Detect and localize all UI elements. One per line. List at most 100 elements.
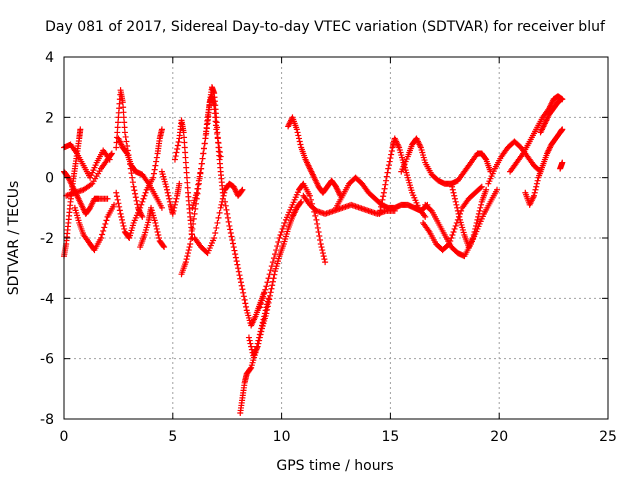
data-point	[478, 201, 485, 208]
data-point	[427, 206, 434, 213]
data-point	[236, 272, 243, 279]
data-point	[232, 251, 239, 258]
data-series	[158, 168, 183, 217]
data-point	[196, 173, 203, 180]
data-point	[233, 258, 240, 265]
data-point	[102, 220, 109, 227]
data-point	[319, 247, 326, 254]
data-point	[225, 218, 232, 225]
data-series	[300, 192, 398, 217]
data-point	[237, 279, 244, 286]
data-point	[386, 158, 393, 165]
data-point	[226, 222, 233, 229]
data-point	[190, 220, 197, 227]
data-point	[181, 134, 188, 141]
y-tick-label: 4	[45, 50, 54, 66]
data-point	[248, 343, 255, 350]
data-point	[186, 244, 193, 251]
data-point	[113, 189, 120, 196]
data-point	[175, 138, 182, 145]
data-point	[257, 331, 264, 338]
data-point	[199, 155, 206, 162]
data-point	[315, 228, 322, 235]
data-point	[478, 183, 485, 190]
data-point	[153, 222, 160, 229]
data-point	[449, 186, 456, 193]
data-point	[132, 190, 139, 197]
data-point	[173, 195, 180, 202]
data-point	[123, 149, 130, 156]
data-point	[267, 267, 274, 274]
data-point	[274, 243, 281, 250]
data-series	[557, 159, 566, 172]
data-point	[474, 216, 481, 223]
data-point	[314, 224, 321, 231]
data-point	[266, 296, 273, 303]
data-point	[265, 299, 272, 306]
data-point	[534, 177, 541, 184]
data-point	[183, 256, 190, 263]
data-point	[263, 310, 270, 317]
data-point	[129, 179, 136, 186]
data-series	[448, 180, 490, 251]
data-point	[235, 265, 242, 272]
data-point	[184, 253, 191, 260]
data-point	[264, 306, 271, 313]
data-point	[446, 241, 453, 248]
data-point	[317, 241, 324, 248]
data-point	[217, 204, 224, 211]
data-point	[222, 198, 229, 205]
data-point	[268, 285, 275, 292]
data-point	[240, 289, 247, 296]
data-point	[278, 228, 285, 235]
data-point	[223, 206, 230, 213]
data-point	[238, 187, 245, 194]
data-series	[61, 168, 111, 217]
data-point	[472, 225, 479, 232]
data-point	[174, 146, 181, 153]
data-point	[216, 209, 223, 216]
data-point	[268, 263, 275, 270]
data-point	[388, 148, 395, 155]
data-series	[537, 96, 565, 136]
data-point	[445, 242, 452, 249]
data-point	[264, 279, 271, 286]
data-point	[246, 337, 253, 344]
data-point	[158, 126, 165, 133]
data-series	[191, 180, 246, 257]
data-point	[318, 244, 325, 251]
data-point	[104, 195, 111, 202]
data-point	[184, 179, 191, 186]
data-point	[452, 222, 459, 229]
data-point	[217, 153, 224, 160]
data-point	[558, 96, 565, 103]
data-point	[247, 365, 254, 372]
x-tick-label: 15	[381, 429, 399, 445]
data-point	[277, 231, 284, 238]
data-point	[195, 181, 202, 188]
data-point	[494, 186, 501, 193]
data-point	[482, 155, 489, 162]
data-point	[260, 293, 267, 300]
data-point	[108, 150, 115, 157]
data-point	[185, 247, 192, 254]
data-point	[477, 184, 484, 191]
y-axis-label: SDTVAR / TECUs	[6, 181, 22, 296]
data-point	[298, 198, 305, 205]
data-point	[119, 216, 126, 223]
data-point	[171, 156, 178, 163]
data-point	[231, 247, 238, 254]
data-series	[115, 135, 165, 211]
data-point	[387, 155, 394, 162]
data-point	[152, 219, 159, 226]
data-point	[247, 340, 254, 347]
data-point	[380, 193, 387, 200]
data-point	[270, 255, 277, 262]
data-point	[224, 210, 231, 217]
y-tick-label: 0	[45, 171, 54, 187]
data-point	[174, 142, 181, 149]
data-series	[420, 183, 485, 254]
data-point	[321, 256, 328, 263]
data-point	[316, 232, 323, 239]
data-point	[273, 247, 280, 254]
